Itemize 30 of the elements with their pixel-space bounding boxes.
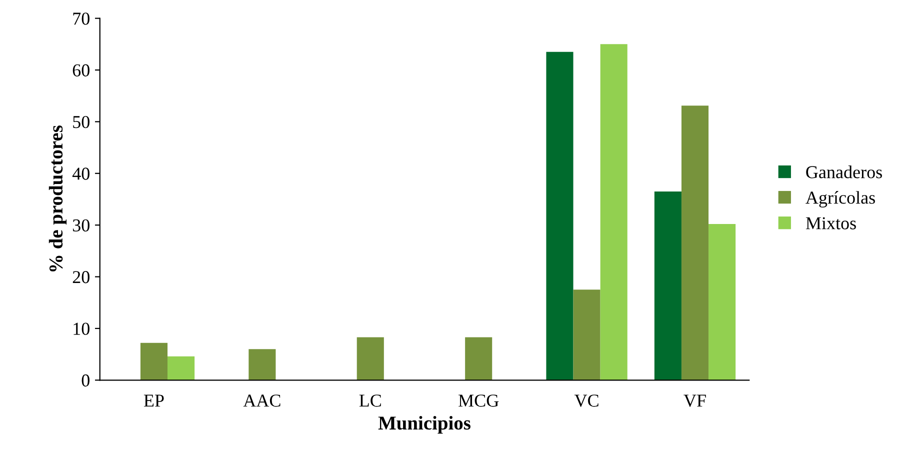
- bar: [356, 337, 384, 380]
- x-axis-title: Municipios: [378, 416, 470, 434]
- bar: [654, 191, 682, 380]
- y-tick-label: 30: [72, 219, 90, 232]
- bar: [546, 52, 574, 380]
- x-tick-label: EP: [144, 394, 164, 407]
- y-tick-label: 60: [72, 64, 90, 76]
- bar: [708, 224, 736, 380]
- x-tick-label: AAC: [243, 394, 280, 407]
- x-tick-label: LC: [359, 394, 381, 407]
- bar: [248, 349, 276, 380]
- x-tick-label: VF: [684, 394, 706, 407]
- bar: [681, 106, 709, 380]
- y-tick-label: 10: [74, 322, 90, 335]
- bar: [140, 342, 168, 380]
- bar: [573, 290, 600, 380]
- bar: [600, 44, 628, 380]
- x-tick-label: MCG: [458, 394, 499, 407]
- y-tick-label: 70: [73, 12, 90, 25]
- x-tick-label: VC: [574, 394, 598, 407]
- y-tick-label: 0: [82, 374, 90, 387]
- legend-label: Ganaderos: [806, 166, 882, 178]
- bar: [465, 337, 492, 380]
- y-axis-title: % de productores: [48, 126, 67, 272]
- bar: [168, 356, 195, 380]
- y-tick-label: 40: [72, 168, 90, 180]
- y-tick-label: 20: [72, 271, 90, 284]
- legend-label: Agrícolas: [806, 191, 875, 208]
- y-tick-label: 50: [73, 116, 90, 128]
- legend-label: Mixtos: [806, 217, 856, 230]
